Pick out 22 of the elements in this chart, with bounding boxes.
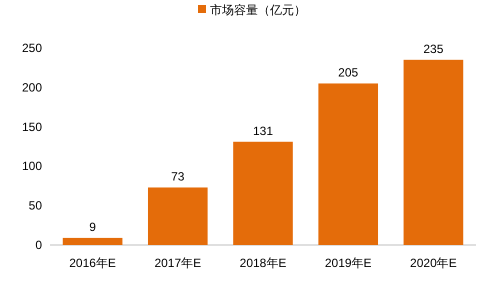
- y-tick-label: 0: [35, 238, 42, 252]
- bar: [318, 83, 378, 245]
- x-tick-label: 2017年E: [154, 256, 202, 270]
- bar: [148, 187, 208, 245]
- y-tick-label: 100: [22, 159, 42, 174]
- bar: [62, 238, 122, 245]
- legend-label: 市场容量（亿元）: [210, 3, 306, 17]
- x-tick-label: 2018年E: [240, 256, 286, 270]
- bar: [404, 60, 464, 245]
- data-label: 235: [423, 42, 444, 56]
- data-label: 131: [252, 124, 274, 138]
- y-tick-label: 150: [22, 120, 42, 134]
- data-label: 205: [338, 65, 359, 80]
- x-tick-label: 2020年E: [410, 256, 457, 270]
- data-label: 73: [171, 169, 185, 184]
- bar: [233, 142, 293, 245]
- y-tick-label: 250: [22, 41, 42, 55]
- x-tick-label: 2016年E: [69, 256, 116, 270]
- y-tick-label: 50: [28, 198, 42, 213]
- data-label: 9: [89, 220, 96, 234]
- x-tick-label: 2019年E: [324, 256, 372, 270]
- y-tick-label: 200: [22, 80, 42, 94]
